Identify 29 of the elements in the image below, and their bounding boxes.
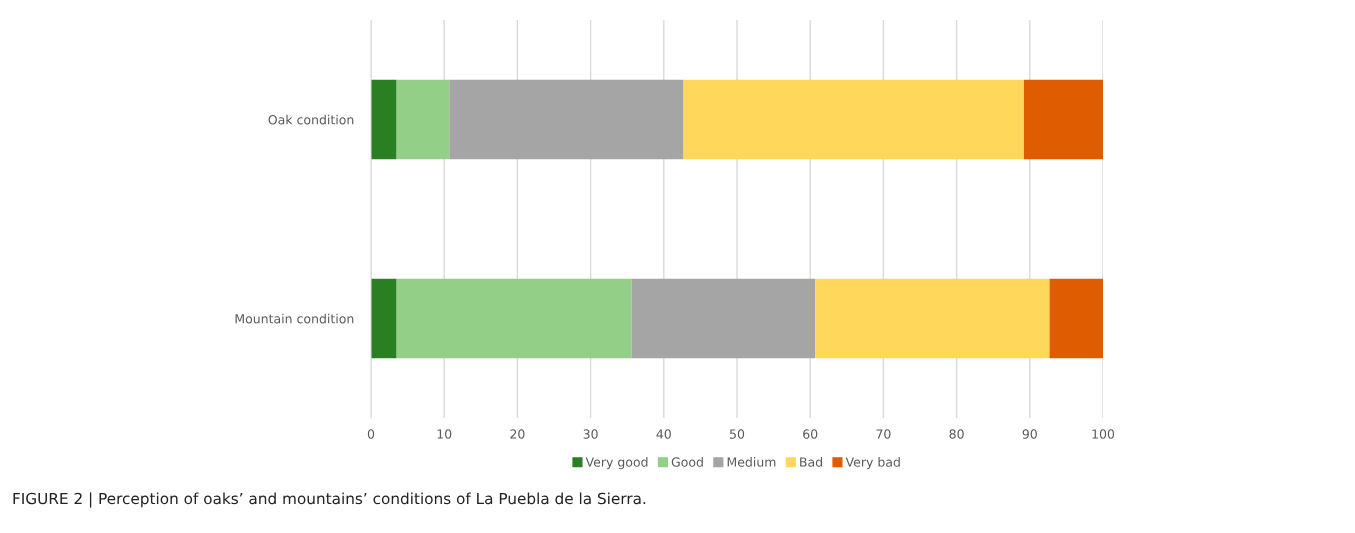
x-tick-label: 0 — [367, 429, 375, 439]
legend-label: Very bad — [845, 457, 900, 470]
bar — [371, 278, 397, 359]
bar — [1023, 79, 1103, 160]
bar — [371, 79, 397, 160]
bar — [449, 79, 684, 160]
legend-label: Good — [671, 457, 703, 467]
legend-label: Bad — [800, 457, 822, 467]
legend-label: Very good — [585, 457, 648, 470]
bar — [815, 278, 1050, 359]
x-tick-label: 50 — [730, 429, 745, 439]
y-tick-label: Mountain condition — [235, 313, 354, 324]
caption: FIGURE 2 | Perception of oaks’ and mountains’ conditions of La Puebla de la Sierra. — [13, 492, 646, 508]
x-tick-label: 80 — [949, 429, 964, 439]
x-tick-label: 30 — [583, 429, 598, 439]
bar — [396, 79, 450, 160]
x-tick-label: 20 — [510, 429, 525, 439]
bar — [631, 278, 816, 359]
x-tick-label: 40 — [656, 429, 671, 439]
y-tick-label: Oak condition — [268, 114, 354, 125]
bar — [683, 79, 1024, 160]
legend-label: Medium — [727, 457, 776, 467]
x-tick-label: 10 — [437, 429, 452, 439]
x-tick-label: 70 — [876, 429, 891, 439]
x-tick-label: 90 — [1022, 429, 1037, 439]
x-tick-label: 60 — [803, 429, 818, 439]
bar — [1049, 278, 1103, 359]
bar — [396, 278, 632, 359]
x-tick-label: 100 — [1092, 429, 1115, 439]
